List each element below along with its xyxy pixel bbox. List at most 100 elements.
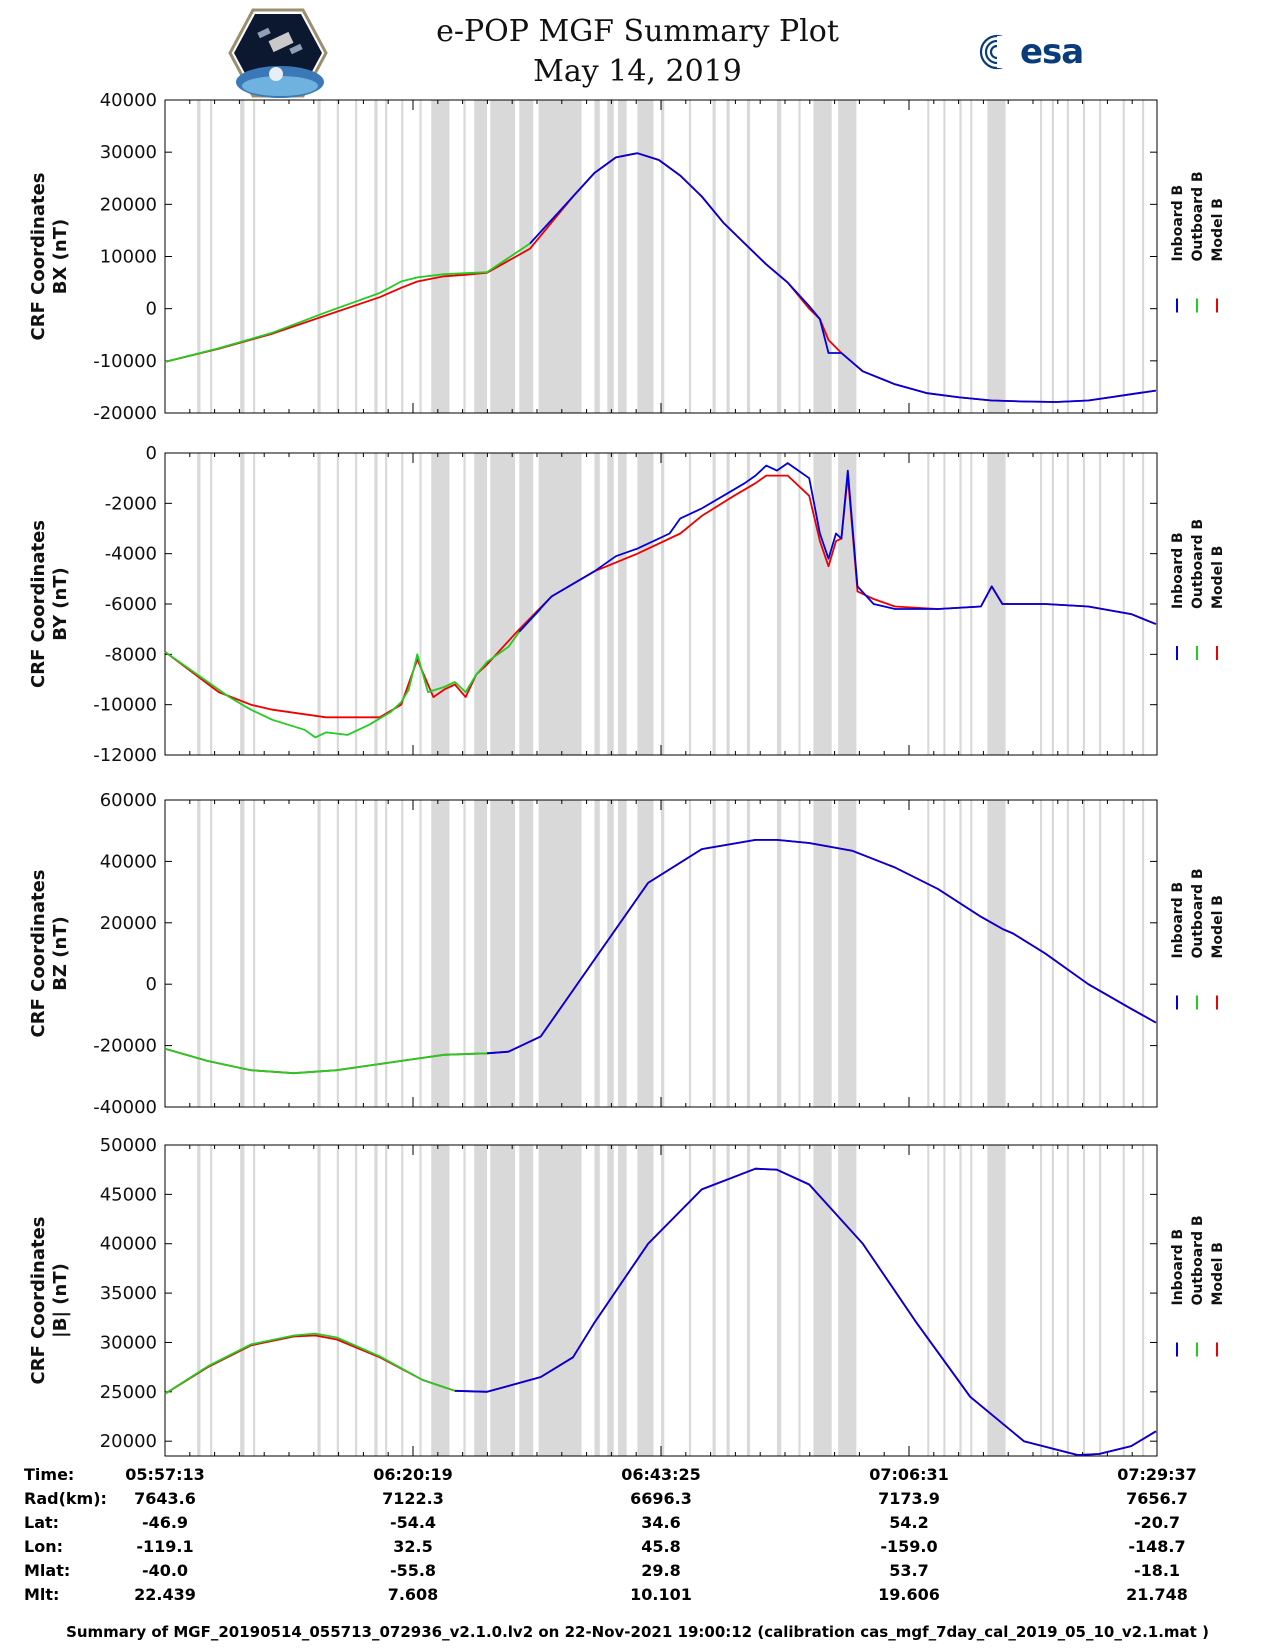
ephemeris-row: Mlt: 22.439 7.608 10.101 19.606 21.748 — [0, 1585, 1275, 1609]
header: e-POP MGF Summary Plot May 14, 2019 esa — [0, 0, 1275, 100]
legend-label: Model B — [1210, 1242, 1226, 1305]
y-tick-label: -10000 — [93, 695, 157, 716]
gap-band — [1141, 100, 1145, 413]
gap-band — [355, 1145, 358, 1456]
gap-band — [688, 453, 692, 755]
gap-band — [463, 100, 466, 413]
gap-band — [419, 100, 422, 413]
gap-band — [927, 100, 930, 413]
gap-band — [607, 100, 614, 413]
gap-band — [1051, 800, 1054, 1107]
gap-band — [838, 1145, 857, 1456]
gap-band — [959, 800, 962, 1107]
gap-band — [838, 100, 857, 413]
ephemeris-value: -18.1 — [1133, 1561, 1181, 1580]
gap-band — [594, 800, 600, 1107]
gap-band — [746, 800, 751, 1107]
gap-band — [336, 453, 339, 755]
y-tick-label: 30000 — [100, 1332, 157, 1353]
gap-band — [594, 100, 600, 413]
legend-label: Inboard B — [1170, 882, 1186, 959]
gap-band — [253, 1145, 256, 1456]
ephemeris-value: 54.2 — [889, 1513, 929, 1532]
ephemeris-row: Time: 05:57:13 06:20:19 06:43:25 07:06:31 07:… — [0, 1465, 1275, 1489]
gap-band — [474, 100, 488, 413]
ephemeris-value: -159.0 — [880, 1537, 938, 1556]
gap-band — [538, 800, 582, 1107]
chart-date: May 14, 2019 — [533, 54, 742, 89]
gap-band — [385, 100, 388, 413]
gap-band — [776, 800, 782, 1107]
gap-band — [987, 100, 1006, 413]
ephemeris-value: 29.8 — [641, 1561, 681, 1580]
y-tick-label: -4000 — [105, 544, 157, 565]
ephemeris-value: 07:29:37 — [1117, 1465, 1197, 1484]
gap-band — [240, 453, 245, 755]
gap-band — [688, 1145, 692, 1456]
gap-band — [746, 453, 751, 755]
gap-band — [317, 800, 321, 1107]
gap-band — [374, 100, 378, 413]
gap-band — [927, 800, 930, 1107]
gap-band — [1066, 453, 1069, 755]
ephemeris-value: 22.439 — [134, 1585, 196, 1604]
y-axis-label-units: BZ (nT) — [50, 916, 71, 991]
ephemeris-value: -40.0 — [141, 1561, 189, 1580]
ephemeris-value: 21.748 — [1126, 1585, 1188, 1604]
y-tick-label: 40000 — [100, 1234, 157, 1255]
gap-band — [355, 100, 358, 413]
y-tick-label: -8000 — [105, 644, 157, 665]
panel-by: -12000 -10000 -8000 -6000 -4000 -2000 0 CRF Coo… — [28, 443, 1226, 766]
gap-band — [637, 453, 654, 755]
y-tick-label: 60000 — [100, 790, 157, 811]
ephemeris-value: -148.7 — [1128, 1537, 1186, 1556]
esa-logo-text: esa — [1020, 32, 1084, 72]
gap-band — [1039, 800, 1043, 1107]
y-tick-label: 45000 — [100, 1184, 157, 1205]
gap-band — [240, 1145, 245, 1456]
gap-band — [943, 453, 946, 755]
gap-band — [712, 1145, 716, 1456]
ephemeris-value: 7.608 — [387, 1585, 439, 1604]
gap-band — [317, 100, 321, 413]
gap-band — [927, 1145, 930, 1456]
ephemeris-value: 07:06:31 — [869, 1465, 949, 1484]
gap-band — [1082, 453, 1086, 755]
gap-band — [374, 800, 378, 1107]
gap-band — [798, 100, 801, 413]
gap-band — [197, 100, 201, 413]
series-outboard — [164, 242, 531, 363]
gap-band — [538, 1145, 582, 1456]
gap-band — [1099, 100, 1102, 413]
cassiope-logo-icon — [228, 8, 328, 98]
y-tick-label: 20000 — [100, 913, 157, 934]
gap-band — [1051, 1145, 1054, 1456]
gap-band — [776, 1145, 782, 1456]
ephemeris-label: Rad(km): — [24, 1489, 107, 1508]
legend-label: Inboard B — [1170, 1229, 1186, 1306]
legend-label: Model B — [1210, 546, 1226, 609]
gap-band — [637, 100, 654, 413]
legend-label: Outboard B — [1190, 868, 1206, 958]
gap-band — [253, 453, 256, 755]
ephemeris-value: 34.6 — [641, 1513, 681, 1532]
ephemeris-value: 10.101 — [630, 1585, 692, 1604]
gap-band — [431, 800, 450, 1107]
panel-b: 20000 25000 30000 35000 40000 45000 50000 CRF C… — [28, 1135, 1226, 1457]
y-tick-label: -2000 — [105, 493, 157, 514]
ephemeris-value: 7643.6 — [134, 1489, 196, 1508]
gap-band — [970, 1145, 973, 1456]
y-tick-label: 10000 — [100, 247, 157, 268]
ephemeris-label: Lon: — [24, 1537, 63, 1556]
gap-band — [519, 1145, 534, 1456]
gap-band — [798, 453, 801, 755]
gap-band — [726, 100, 730, 413]
series-inboard — [487, 839, 1157, 1055]
ephemeris-value: -20.7 — [1133, 1513, 1181, 1532]
gap-band — [474, 800, 488, 1107]
gap-band — [618, 453, 627, 755]
ephemeris-label: Mlt: — [24, 1585, 60, 1604]
ephemeris-value: -119.1 — [136, 1537, 194, 1556]
y-tick-label: 20000 — [100, 194, 157, 215]
gap-band — [1141, 800, 1145, 1107]
